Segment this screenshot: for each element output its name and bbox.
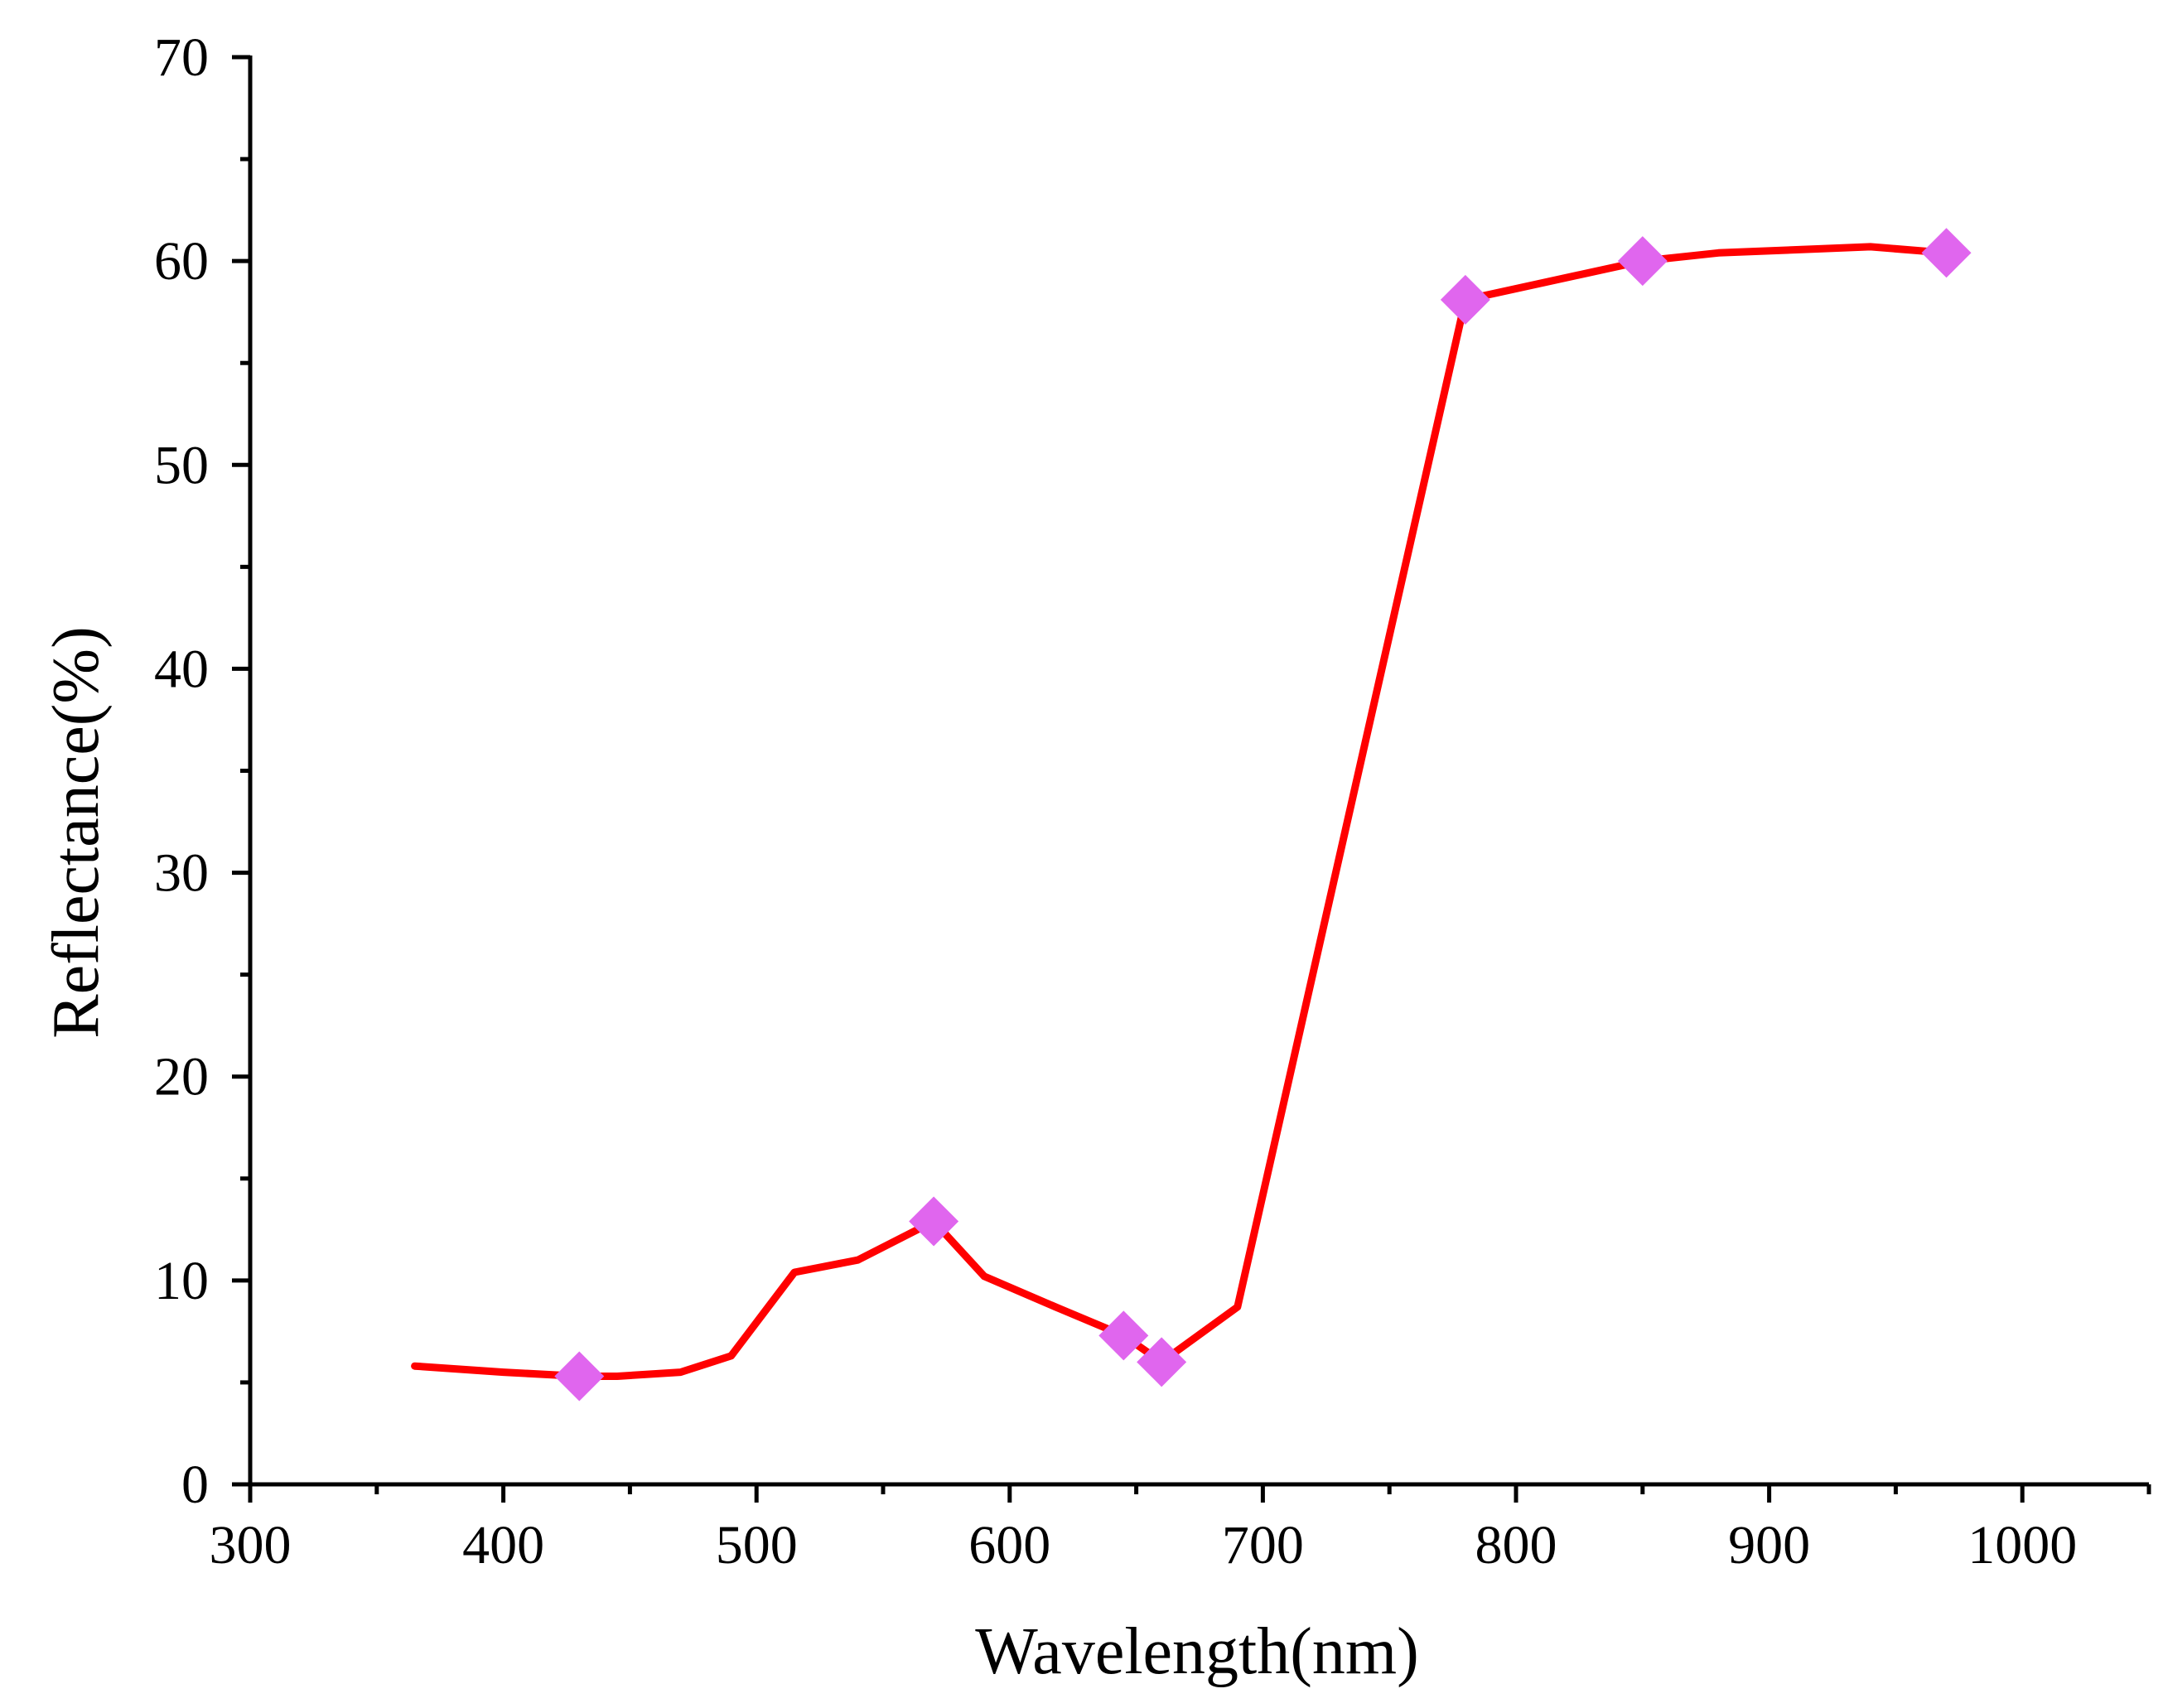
x-axis-title: Wavelength(nm) [975,1615,1419,1688]
x-tick-label: 400 [462,1515,544,1575]
data-point-marker [1617,236,1668,287]
y-tick-label: 30 [154,843,209,904]
y-tick-label: 10 [154,1251,209,1311]
series [411,243,1950,1380]
y-tick-label: 50 [154,435,209,495]
data-point-marker [909,1196,959,1247]
x-tick-label: 600 [968,1515,1050,1575]
y-axis-title: Reflectance(%) [40,626,113,1038]
x-tick-label: 700 [1222,1515,1304,1575]
y-tick-label: 40 [154,639,209,699]
axes [248,55,2149,1487]
x-tick-label: 900 [1728,1515,1810,1575]
y-tick-label: 70 [154,27,209,88]
data-point-marker [1137,1337,1187,1387]
data-point-marker [1440,274,1490,325]
ticks: 300 400 500 600 700 800 900 1000 0 10 20 30 40 50 60 70 [154,27,2151,1575]
markers [554,228,1972,1402]
y-tick-label: 0 [181,1455,209,1515]
data-point-marker [1921,228,1972,278]
data-point-marker [1098,1310,1149,1361]
y-tick-label: 60 [154,231,209,292]
reflectance-series-line [411,243,1950,1380]
data-point-marker [554,1351,605,1402]
x-tick-label: 1000 [1967,1515,2077,1575]
y-tick-label: 20 [154,1047,209,1107]
x-tick-label: 300 [210,1515,292,1575]
x-tick-label: 500 [716,1515,798,1575]
x-tick-label: 800 [1475,1515,1557,1575]
